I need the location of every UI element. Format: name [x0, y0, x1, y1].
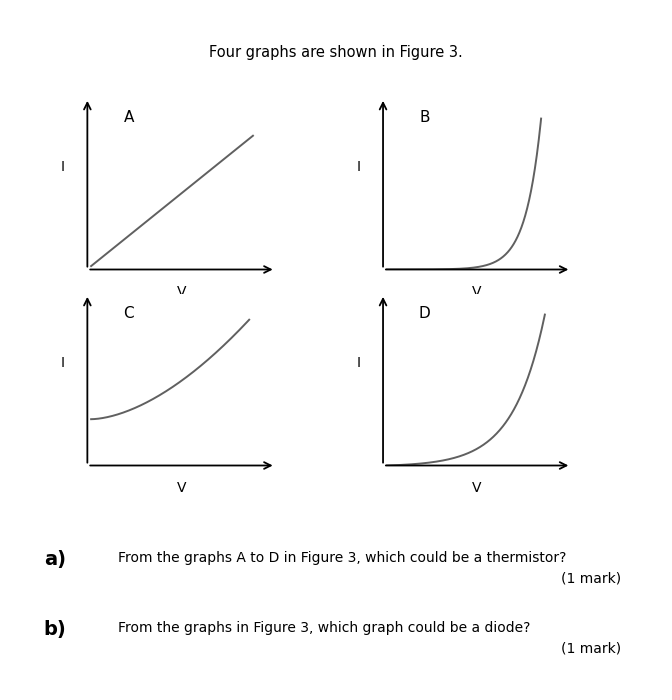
Text: (1 mark): (1 mark)	[562, 642, 622, 656]
Text: V: V	[177, 481, 186, 495]
Text: D: D	[419, 306, 430, 321]
Text: a): a)	[44, 550, 66, 568]
Text: From the graphs A to D in Figure 3, which could be a thermistor?: From the graphs A to D in Figure 3, whic…	[118, 551, 566, 565]
Text: C: C	[124, 306, 134, 321]
Text: From the graphs in Figure 3, which graph could be a diode?: From the graphs in Figure 3, which graph…	[118, 621, 530, 635]
Text: I: I	[61, 160, 65, 174]
Text: Four graphs are shown in Figure 3.: Four graphs are shown in Figure 3.	[209, 46, 463, 60]
Text: V: V	[472, 481, 482, 495]
Text: b): b)	[44, 620, 67, 638]
Text: (1 mark): (1 mark)	[562, 572, 622, 586]
Text: I: I	[357, 356, 361, 370]
Text: V: V	[177, 285, 186, 299]
Text: V: V	[472, 285, 482, 299]
Text: A: A	[124, 110, 134, 125]
Text: I: I	[357, 160, 361, 174]
Text: B: B	[419, 110, 429, 125]
Text: I: I	[61, 356, 65, 370]
